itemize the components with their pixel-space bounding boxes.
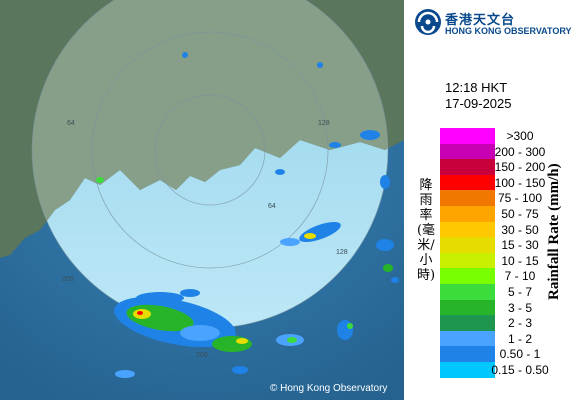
legend-item: 7 - 10 [440, 268, 577, 285]
map-copyright: © Hong Kong Observatory [270, 383, 388, 394]
legend-item: 3 - 5 [440, 299, 577, 316]
range-label: 200 [196, 352, 208, 359]
legend-label: 2 - 3 [507, 316, 532, 331]
range-label: 64 [67, 120, 75, 127]
legend-swatch [440, 143, 495, 160]
legend-label: 150 - 200 [494, 160, 546, 175]
legend-item: 10 - 15 [440, 252, 577, 269]
legend-swatch [440, 268, 495, 285]
legend-item: 30 - 50 [440, 221, 577, 238]
legend-label: 7 - 10 [504, 269, 536, 284]
radar-coverage-sea [32, 140, 388, 328]
legend-title-chinese: 降雨率(毫米/小時) [416, 178, 436, 283]
legend-swatch [440, 190, 495, 207]
legend-item: 75 - 100 [440, 190, 577, 207]
range-label: 128 [318, 120, 330, 127]
legend-swatch [440, 159, 495, 176]
legend-panel: 香港天文台 HONG KONG OBSERVATORY 12:18 HKT 17… [404, 0, 577, 400]
legend-label: 15 - 30 [501, 238, 539, 253]
legend-swatch [440, 362, 495, 378]
legend-item: 50 - 75 [440, 206, 577, 222]
legend-swatch [440, 252, 495, 269]
legend-swatch [440, 330, 495, 347]
legend-label: 30 - 50 [501, 222, 539, 237]
legend-item: 200 - 300 [440, 143, 577, 160]
legend-swatch [440, 128, 495, 144]
legend-label: 10 - 15 [501, 253, 539, 268]
radar-map: 64 128 128 200 200 64 © Hong Kong Observ… [0, 0, 404, 400]
legend-label: 0.15 - 0.50 [491, 363, 549, 377]
legend-swatch [440, 174, 495, 191]
legend-item: 0.15 - 0.50 [440, 362, 577, 378]
legend-label: 3 - 5 [507, 300, 532, 315]
legend-item: 5 - 7 [440, 284, 577, 300]
legend-item: 100 - 150 [440, 174, 577, 191]
legend-swatch [440, 346, 495, 363]
legend-label: 50 - 75 [501, 207, 539, 221]
legend-item: 1 - 2 [440, 330, 577, 347]
timestamp: 12:18 HKT 17-09-2025 [445, 80, 512, 112]
hko-logo: 香港天文台 HONG KONG OBSERVATORY [414, 8, 574, 38]
timestamp-date: 17-09-2025 [445, 96, 512, 111]
legend-label: >300 [506, 129, 534, 143]
legend-swatch [440, 237, 495, 254]
legend-label: 1 - 2 [507, 331, 532, 346]
legend-title-english: Rainfall Rate (mm/h) [546, 163, 562, 300]
logo-chinese-name: 香港天文台 [445, 13, 516, 28]
timestamp-time: 12:18 HKT [445, 80, 508, 95]
legend-label: 75 - 100 [497, 191, 543, 206]
legend-item: 15 - 30 [440, 237, 577, 254]
radar-map-canvas: 64 128 128 200 200 64 [0, 0, 404, 400]
range-label: 64 [268, 203, 276, 210]
legend-swatch [440, 284, 495, 300]
legend-swatch [440, 221, 495, 238]
legend-label: 200 - 300 [494, 144, 546, 159]
legend-item: 150 - 200 [440, 159, 577, 176]
legend-swatch [440, 299, 495, 316]
range-label: 128 [336, 249, 348, 256]
legend-item: 0.50 - 1 [440, 346, 577, 363]
legend-swatch [440, 206, 495, 222]
radar-coverage-land [32, 0, 388, 258]
range-labels: 64 128 128 200 200 64 [62, 120, 348, 359]
legend-item: 2 - 3 [440, 315, 577, 332]
legend-label: 100 - 150 [494, 175, 546, 190]
legend-label: 0.50 - 1 [499, 347, 541, 362]
logo-english-name: HONG KONG OBSERVATORY [445, 26, 572, 36]
legend-swatch [440, 315, 495, 332]
radar-echoes [96, 52, 399, 378]
legend-item: >300 [440, 128, 577, 144]
range-label: 200 [62, 276, 74, 283]
hko-logo-icon [415, 9, 441, 35]
legend-label: 5 - 7 [507, 285, 532, 299]
